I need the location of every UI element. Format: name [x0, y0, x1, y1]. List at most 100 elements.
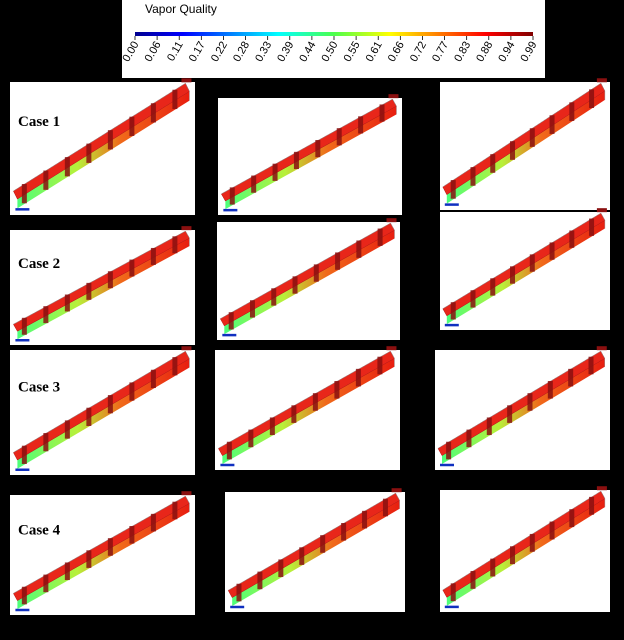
colorbar-box: [122, 0, 545, 78]
channel-outline: [13, 82, 190, 192]
channel-outline: [221, 98, 397, 195]
baffle: [272, 163, 278, 181]
simulation-panel: [215, 346, 400, 470]
baffle: [377, 356, 383, 375]
baffle: [336, 128, 342, 146]
baffle: [299, 547, 305, 565]
baffle: [228, 312, 234, 330]
outlet: [388, 94, 399, 99]
outlet: [391, 488, 402, 493]
outlet: [596, 486, 607, 491]
baffle: [150, 369, 156, 389]
channel-side: [446, 498, 605, 606]
baffle: [320, 535, 326, 553]
baffle: [362, 510, 368, 529]
baffle: [549, 521, 555, 540]
baffle: [549, 115, 555, 134]
baffle: [293, 151, 299, 170]
channel-outline: [13, 495, 190, 594]
baffle: [446, 441, 452, 460]
baffle: [335, 252, 341, 270]
baffle: [43, 574, 49, 593]
baffle: [21, 317, 27, 335]
baffle: [271, 288, 277, 306]
baffle: [129, 116, 135, 136]
baffle: [64, 157, 70, 177]
baffle: [313, 264, 319, 282]
baffle: [569, 509, 575, 528]
simulation-panel: [217, 218, 400, 340]
channel-outline: [437, 350, 605, 449]
simulation-panel: [225, 488, 405, 612]
baffle: [249, 300, 255, 318]
baffle: [490, 154, 496, 173]
baffle: [470, 167, 476, 186]
baffle: [43, 433, 49, 452]
baffle: [64, 294, 70, 312]
simulation-panel: [435, 346, 610, 470]
channel-outline: [13, 230, 190, 325]
channel-outline: [442, 490, 606, 591]
channel-side: [225, 106, 397, 210]
baffle: [356, 240, 362, 258]
baffle: [510, 546, 516, 565]
colorbar-title: Vapor Quality: [145, 2, 217, 16]
baffle: [150, 247, 156, 265]
baffle: [450, 302, 456, 320]
channel-outline: [13, 350, 190, 453]
baffle: [569, 102, 575, 121]
case-label: Case 2: [18, 256, 60, 272]
case-label: Case 1: [18, 114, 60, 130]
baffle: [257, 571, 263, 590]
baffle: [529, 128, 535, 147]
outlet: [181, 78, 192, 83]
baffle: [315, 140, 321, 158]
baffle: [377, 228, 383, 246]
baffle: [549, 242, 555, 260]
baffle: [86, 143, 92, 163]
channel-outline: [220, 222, 395, 319]
simulation-panel: [440, 78, 610, 210]
baffle: [129, 259, 135, 277]
simulation-panel: Case 1: [10, 78, 195, 215]
baffle: [64, 562, 70, 581]
baffle: [510, 266, 516, 284]
outlet: [181, 346, 192, 351]
baffle: [129, 382, 135, 401]
baffle: [529, 254, 535, 272]
baffle: [486, 417, 492, 436]
baffle: [251, 175, 257, 193]
baffle: [107, 130, 113, 150]
baffle: [466, 429, 472, 448]
baffle: [172, 89, 178, 110]
simulation-panel: Case 3: [10, 346, 195, 475]
baffle: [43, 170, 49, 190]
baffle: [589, 218, 595, 236]
baffle: [86, 407, 92, 426]
baffle: [291, 405, 297, 423]
simulation-panel: [218, 94, 402, 215]
outlet: [596, 208, 607, 213]
baffle: [490, 558, 496, 577]
baffle: [129, 526, 135, 544]
baffle: [450, 583, 456, 602]
baffle: [588, 356, 594, 375]
channel-side: [17, 503, 190, 609]
case-label: Case 3: [18, 379, 60, 395]
channel-side: [232, 500, 400, 606]
baffle: [529, 533, 535, 552]
baffle: [382, 498, 388, 517]
outlet: [596, 78, 607, 83]
outlet: [386, 346, 397, 351]
baffle: [21, 184, 27, 204]
baffle: [64, 420, 70, 439]
baffle: [334, 381, 340, 399]
baffle: [107, 271, 113, 289]
case-label: Case 4: [18, 523, 61, 539]
channel-outline: [218, 350, 395, 449]
baffle: [226, 441, 232, 460]
outlet: [386, 218, 397, 223]
outlet: [181, 491, 192, 496]
baffle: [86, 282, 92, 300]
baffle: [527, 393, 533, 411]
